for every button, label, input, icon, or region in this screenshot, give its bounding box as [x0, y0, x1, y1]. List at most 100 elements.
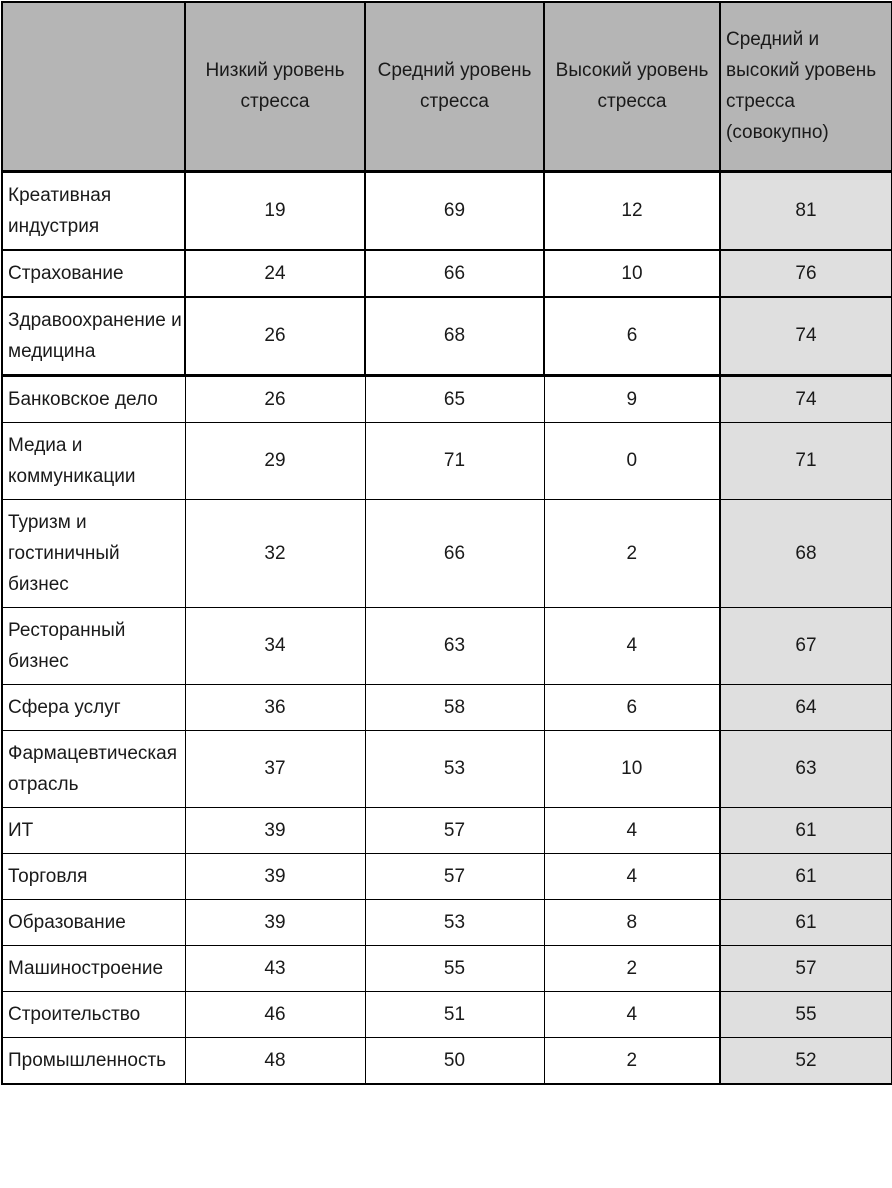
medium-stress-value-cell: 71: [364, 421, 545, 500]
combined-stress-value-cell: 57: [719, 944, 892, 992]
table-row: Здравоохранение и медицина 26 68 6 74: [1, 295, 892, 377]
medium-stress-value-cell: 53: [364, 729, 545, 808]
table-row: Креативная индустрия 19 69 12 81: [1, 170, 892, 251]
corner-cell: [1, 1, 186, 173]
medium-stress-value-cell: 50: [364, 1036, 545, 1084]
low-stress-value-cell: 37: [184, 729, 366, 808]
high-stress-value-cell: 4: [543, 990, 721, 1038]
low-stress-value-cell: 43: [184, 944, 366, 992]
combined-stress-value-cell: 61: [719, 898, 892, 946]
row-label-cell: Фармацевтическая отрасль: [1, 729, 186, 808]
low-stress-value-cell: 39: [184, 852, 366, 900]
high-stress-value-cell: 2: [543, 498, 721, 608]
low-stress-value-cell: 39: [184, 898, 366, 946]
column-header-high-stress: Высокий уровень стресса: [543, 1, 721, 173]
high-stress-value-cell: 12: [543, 170, 721, 251]
high-stress-value-cell: 10: [543, 248, 721, 298]
combined-stress-value-cell: 63: [719, 729, 892, 808]
combined-stress-value-cell: 68: [719, 498, 892, 608]
medium-stress-value-cell: 51: [364, 990, 545, 1038]
table-row: Промышленность 48 50 2 52: [1, 1036, 892, 1084]
low-stress-value-cell: 26: [184, 295, 366, 377]
low-stress-value-cell: 29: [184, 421, 366, 500]
row-label-cell: Машиностроение: [1, 944, 186, 992]
combined-stress-value-cell: 67: [719, 606, 892, 685]
row-label-cell: Ресторанный бизнес: [1, 606, 186, 685]
table-row: Туризм и гостиничный бизнес 32 66 2 68: [1, 498, 892, 608]
table-row: Образование 39 53 8 61: [1, 898, 892, 946]
table-row: Медиа и коммуникации 29 71 0 71: [1, 421, 892, 500]
medium-stress-value-cell: 57: [364, 852, 545, 900]
medium-stress-value-cell: 57: [364, 806, 545, 854]
combined-stress-value-cell: 74: [719, 374, 892, 423]
table-row: Ресторанный бизнес 34 63 4 67: [1, 606, 892, 685]
table-row: Машиностроение 43 55 2 57: [1, 944, 892, 992]
row-label-cell: Сфера услуг: [1, 683, 186, 731]
table-row: Страхование 24 66 10 76: [1, 248, 892, 298]
combined-stress-value-cell: 55: [719, 990, 892, 1038]
row-label-cell: Банковское дело: [1, 374, 186, 423]
medium-stress-value-cell: 66: [364, 248, 545, 298]
combined-stress-value-cell: 52: [719, 1036, 892, 1084]
combined-stress-value-cell: 64: [719, 683, 892, 731]
row-label-cell: Образование: [1, 898, 186, 946]
table-body: Креативная индустрия 19 69 12 81 Страхов…: [1, 170, 892, 1084]
medium-stress-value-cell: 53: [364, 898, 545, 946]
low-stress-value-cell: 36: [184, 683, 366, 731]
page: Низкий уровень стресса Средний уровень с…: [1, 1, 892, 1085]
combined-stress-value-cell: 71: [719, 421, 892, 500]
medium-stress-value-cell: 66: [364, 498, 545, 608]
row-label-cell: Медиа и коммуникации: [1, 421, 186, 500]
high-stress-value-cell: 6: [543, 295, 721, 377]
table-row: Сфера услуг 36 58 6 64: [1, 683, 892, 731]
high-stress-value-cell: 6: [543, 683, 721, 731]
high-stress-value-cell: 0: [543, 421, 721, 500]
combined-stress-value-cell: 76: [719, 248, 892, 298]
column-header-combined-stress: Средний и высокий уровень стресса (совок…: [719, 1, 892, 173]
medium-stress-value-cell: 55: [364, 944, 545, 992]
row-label-cell: Здравоохранение и медицина: [1, 295, 186, 377]
stress-by-industry-table: Низкий уровень стресса Средний уровень с…: [1, 1, 892, 1085]
high-stress-value-cell: 9: [543, 374, 721, 423]
column-header-medium-stress: Средний уровень стресса: [364, 1, 545, 173]
combined-stress-value-cell: 61: [719, 852, 892, 900]
combined-stress-value-cell: 81: [719, 170, 892, 251]
table-row: ИТ 39 57 4 61: [1, 806, 892, 854]
row-label-cell: ИТ: [1, 806, 186, 854]
row-label-cell: Креативная индустрия: [1, 170, 186, 251]
medium-stress-value-cell: 68: [364, 295, 545, 377]
medium-stress-value-cell: 63: [364, 606, 545, 685]
high-stress-value-cell: 2: [543, 944, 721, 992]
low-stress-value-cell: 46: [184, 990, 366, 1038]
row-label-cell: Промышленность: [1, 1036, 186, 1084]
low-stress-value-cell: 34: [184, 606, 366, 685]
column-header-low-stress: Низкий уровень стресса: [184, 1, 366, 173]
row-label-cell: Страхование: [1, 248, 186, 298]
row-label-cell: Туризм и гостиничный бизнес: [1, 498, 186, 608]
medium-stress-value-cell: 65: [364, 374, 545, 423]
high-stress-value-cell: 4: [543, 606, 721, 685]
high-stress-value-cell: 2: [543, 1036, 721, 1084]
medium-stress-value-cell: 69: [364, 170, 545, 251]
header-row: Низкий уровень стресса Средний уровень с…: [1, 1, 892, 173]
low-stress-value-cell: 32: [184, 498, 366, 608]
high-stress-value-cell: 4: [543, 852, 721, 900]
table-row: Торговля 39 57 4 61: [1, 852, 892, 900]
high-stress-value-cell: 4: [543, 806, 721, 854]
row-label-cell: Строительство: [1, 990, 186, 1038]
low-stress-value-cell: 24: [184, 248, 366, 298]
medium-stress-value-cell: 58: [364, 683, 545, 731]
high-stress-value-cell: 10: [543, 729, 721, 808]
high-stress-value-cell: 8: [543, 898, 721, 946]
table-row: Строительство 46 51 4 55: [1, 990, 892, 1038]
table-header: Низкий уровень стресса Средний уровень с…: [1, 1, 892, 173]
low-stress-value-cell: 39: [184, 806, 366, 854]
low-stress-value-cell: 26: [184, 374, 366, 423]
low-stress-value-cell: 19: [184, 170, 366, 251]
combined-stress-value-cell: 74: [719, 295, 892, 377]
table-row: Фармацевтическая отрасль 37 53 10 63: [1, 729, 892, 808]
combined-stress-value-cell: 61: [719, 806, 892, 854]
table-row: Банковское дело 26 65 9 74: [1, 374, 892, 423]
low-stress-value-cell: 48: [184, 1036, 366, 1084]
row-label-cell: Торговля: [1, 852, 186, 900]
